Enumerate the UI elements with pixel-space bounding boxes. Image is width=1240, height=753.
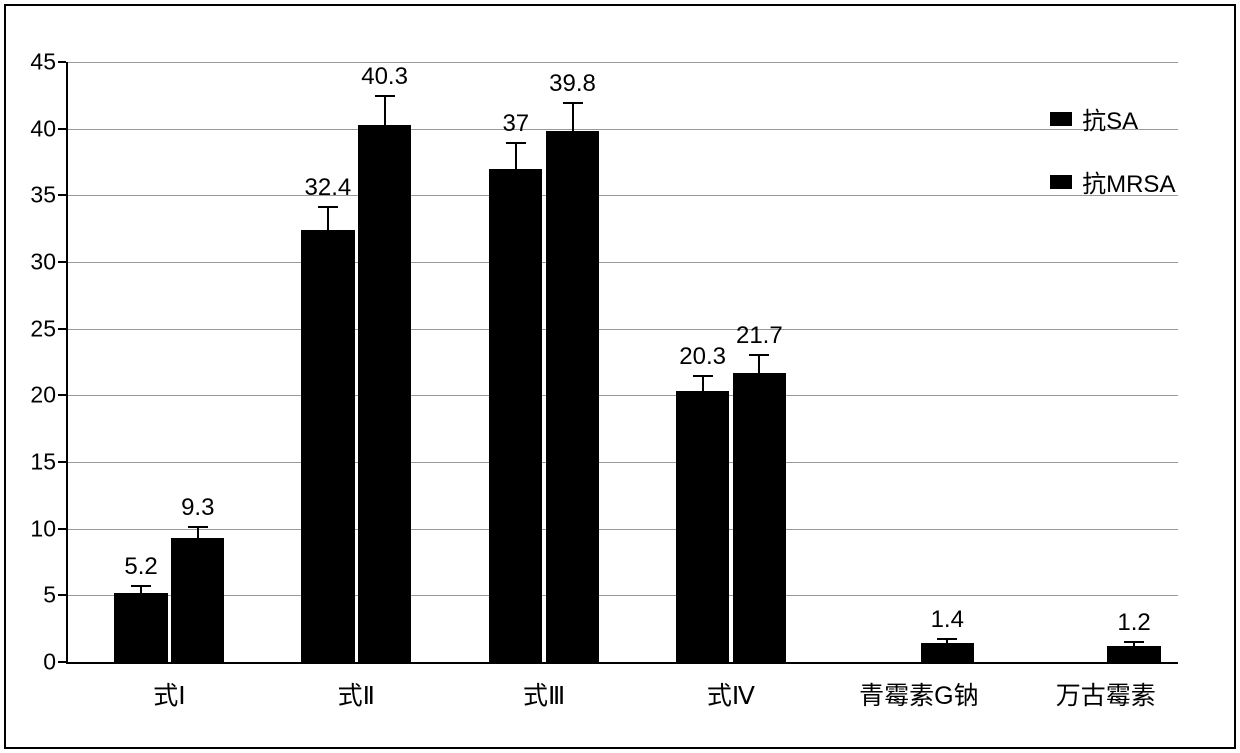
gridline bbox=[66, 195, 1178, 196]
bar bbox=[171, 538, 224, 662]
gridline bbox=[66, 329, 1178, 330]
error-bar bbox=[188, 526, 208, 538]
data-label: 21.7 bbox=[736, 322, 783, 350]
data-label: 37 bbox=[502, 110, 529, 138]
y-axis bbox=[66, 62, 68, 662]
gridline bbox=[66, 129, 1178, 130]
gridline bbox=[66, 262, 1178, 263]
x-category-label: 式Ⅰ bbox=[153, 662, 185, 712]
data-label: 5.2 bbox=[124, 553, 157, 581]
legend: 抗SA 抗MRSA bbox=[1050, 101, 1175, 199]
error-bar bbox=[749, 354, 769, 373]
bar bbox=[489, 169, 542, 662]
error-bar bbox=[563, 102, 583, 131]
ytick-label: 5 bbox=[43, 582, 66, 609]
x-category-label: 式Ⅳ bbox=[707, 662, 755, 712]
gridline bbox=[66, 395, 1178, 396]
x-category-label: 式Ⅱ bbox=[338, 662, 375, 712]
legend-label: 抗SA bbox=[1082, 101, 1138, 136]
legend-item: 抗MRSA bbox=[1050, 164, 1175, 199]
bar bbox=[301, 230, 354, 662]
legend-label: 抗MRSA bbox=[1082, 164, 1175, 199]
error-bar bbox=[375, 95, 395, 124]
x-category-label: 式Ⅲ bbox=[523, 662, 565, 712]
error-bar bbox=[131, 585, 151, 593]
x-category-label: 青霉素G钠 bbox=[859, 662, 978, 712]
ytick-label: 25 bbox=[30, 315, 66, 342]
ytick-label: 10 bbox=[30, 515, 66, 542]
bar bbox=[114, 593, 167, 662]
plot-area: 0510152025303540455.29.3式Ⅰ32.440.3式Ⅱ3739… bbox=[66, 62, 1178, 662]
data-label: 32.4 bbox=[305, 174, 352, 202]
legend-item: 抗SA bbox=[1050, 101, 1175, 136]
legend-swatch bbox=[1050, 112, 1072, 126]
ytick-label: 0 bbox=[43, 649, 66, 676]
ytick-label: 45 bbox=[30, 49, 66, 76]
error-bar bbox=[937, 638, 957, 643]
gridline bbox=[66, 462, 1178, 463]
data-label: 1.2 bbox=[1117, 609, 1150, 637]
gridline bbox=[66, 595, 1178, 596]
data-label: 20.3 bbox=[679, 343, 726, 371]
ytick-label: 30 bbox=[30, 249, 66, 276]
data-label: 40.3 bbox=[361, 63, 408, 91]
bar bbox=[676, 391, 729, 662]
ytick-label: 15 bbox=[30, 449, 66, 476]
gridline bbox=[66, 529, 1178, 530]
bar bbox=[546, 131, 599, 662]
bar bbox=[921, 643, 974, 662]
error-bar bbox=[1124, 641, 1144, 646]
error-bar bbox=[506, 142, 526, 169]
error-bar bbox=[318, 206, 338, 230]
chart-container: 0 5 10 15 20 25 30 35 40 45 5.2 9.3 式Ⅰ 32.4 40.3 式Ⅱ 37 39… bbox=[0, 0, 1240, 753]
ytick-label: 40 bbox=[30, 115, 66, 142]
x-axis bbox=[66, 662, 1178, 664]
data-label: 9.3 bbox=[181, 494, 214, 522]
bar bbox=[733, 373, 786, 662]
ytick-label: 35 bbox=[30, 182, 66, 209]
data-label: 39.8 bbox=[549, 70, 596, 98]
bar bbox=[1107, 646, 1160, 662]
x-category-label: 万古霉素 bbox=[1056, 662, 1156, 712]
data-label: 1.4 bbox=[931, 606, 964, 634]
gridline bbox=[66, 62, 1178, 63]
ytick-label: 20 bbox=[30, 382, 66, 409]
bar bbox=[358, 125, 411, 662]
legend-swatch bbox=[1050, 175, 1072, 189]
error-bar bbox=[693, 375, 713, 391]
